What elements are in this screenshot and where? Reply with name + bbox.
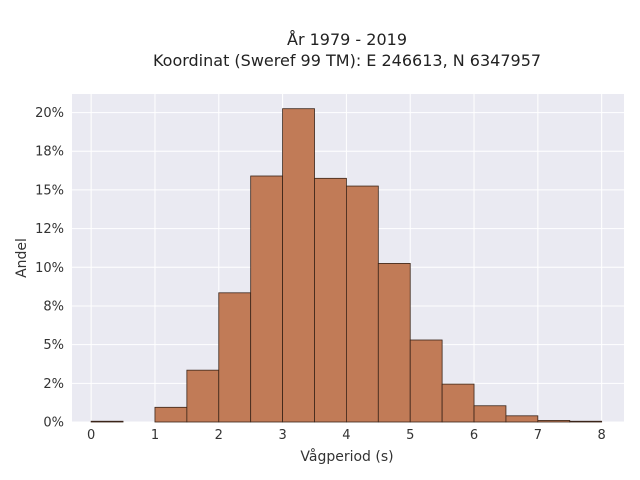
chart-title-line2: Koordinat (Sweref 99 TM): E 246613, N 63… xyxy=(153,51,541,70)
histogram-bar xyxy=(154,406,188,423)
histogram-bar xyxy=(218,292,252,423)
y-tick-label: 15% xyxy=(35,183,64,198)
histogram-bar xyxy=(569,420,603,423)
histogram-bar xyxy=(90,420,124,423)
histogram-bar xyxy=(441,383,475,423)
y-tick-label: 8% xyxy=(43,299,64,314)
x-tick-label: 6 xyxy=(470,428,478,443)
y-tick-labels: 0% 2% 5% 8% 10% 12% 15% 18% 20% xyxy=(35,106,64,430)
x-tick-label: 5 xyxy=(406,428,414,443)
y-tick-label: 5% xyxy=(43,338,64,353)
chart-title-line1: År 1979 - 2019 xyxy=(287,30,407,49)
x-tick-label: 3 xyxy=(278,428,286,443)
y-tick-label: 12% xyxy=(35,222,64,237)
x-tick-labels: 0 1 2 3 4 5 6 7 8 xyxy=(87,428,606,443)
histogram-bar xyxy=(473,405,507,423)
histogram-bar xyxy=(314,177,347,423)
histogram-bar xyxy=(409,339,443,423)
histogram-bar xyxy=(505,415,539,423)
y-tick-label: 10% xyxy=(35,261,64,276)
x-tick-label: 0 xyxy=(87,428,95,443)
y-tick-label: 20% xyxy=(35,106,64,121)
x-tick-label: 1 xyxy=(151,428,159,443)
histogram-bar xyxy=(377,263,411,423)
x-tick-label: 2 xyxy=(215,428,223,443)
histogram-bar xyxy=(186,369,220,423)
histogram-bar xyxy=(282,108,315,423)
histogram-bar xyxy=(346,185,379,423)
histogram-bar xyxy=(537,420,571,423)
y-tick-label: 0% xyxy=(43,416,64,431)
x-tick-label: 7 xyxy=(534,428,542,443)
y-axis-label: Andel xyxy=(14,238,30,278)
x-tick-label: 8 xyxy=(598,428,606,443)
y-tick-label: 18% xyxy=(35,145,64,160)
histogram-bar xyxy=(250,175,283,423)
x-tick-label: 4 xyxy=(342,428,350,443)
x-axis-label: Vågperiod (s) xyxy=(300,448,393,465)
bars xyxy=(90,108,603,423)
y-tick-label: 2% xyxy=(43,377,64,392)
